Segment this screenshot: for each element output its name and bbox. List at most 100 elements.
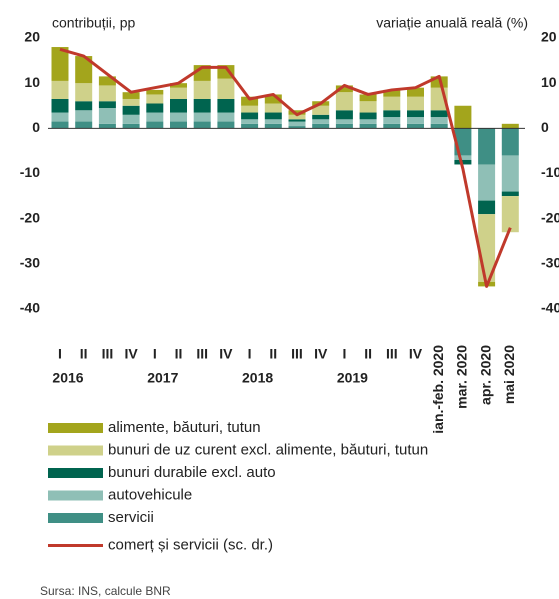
bar-segment [335, 119, 353, 124]
x-tick-label: II [175, 346, 183, 362]
bar-segment [264, 94, 282, 104]
x-tick-label: II [80, 346, 88, 362]
x-tick-label: III [291, 346, 303, 362]
bar-segment [241, 96, 259, 106]
y-tick-label: -40 [20, 300, 40, 316]
x-group-label: 2019 [337, 370, 368, 386]
bar-segment [193, 80, 211, 99]
x-tick-label: ian.-feb. 2020 [430, 345, 446, 434]
bar-segment [264, 119, 282, 124]
bar-segment [501, 196, 519, 233]
bar-segment [288, 114, 306, 120]
bar-segment [335, 123, 353, 129]
bar-segment [75, 56, 93, 84]
bar-segment [359, 112, 377, 120]
x-tick-label: I [58, 346, 62, 362]
bar-segment [75, 101, 93, 111]
bar-segment [98, 101, 116, 109]
bar-segment [75, 121, 93, 129]
bar-segment [193, 121, 211, 129]
legend-label: bunuri de uz curent excl. alimente, băut… [108, 441, 428, 458]
bar-segment [407, 117, 424, 124]
bar-segment [217, 121, 235, 129]
bar-segment [501, 128, 519, 156]
bar-segment [170, 87, 187, 99]
bar-segment [335, 85, 353, 93]
x-tick-label: mai 2020 [501, 345, 517, 404]
legend-swatch [48, 513, 103, 523]
bar-segment [51, 47, 69, 81]
bar-segment [288, 119, 306, 122]
bar-segment [359, 101, 377, 113]
bar-segment [454, 159, 472, 165]
bar-segment [122, 98, 140, 106]
bar-segment [407, 123, 424, 129]
y2-tick-label: -10 [541, 164, 559, 180]
legend-label: servicii [108, 509, 154, 526]
bar-segment [501, 191, 519, 197]
bar-segment [241, 112, 259, 120]
bar-segment [501, 123, 519, 129]
x-tick-label: IV [124, 346, 138, 362]
bar-segment [430, 123, 448, 129]
bar-segment [51, 121, 69, 129]
bar-segment [170, 112, 187, 122]
bar-segment [288, 110, 306, 115]
bar-segment [193, 98, 211, 113]
y2-tick-label: -40 [541, 300, 559, 316]
bar-segment [75, 83, 93, 102]
x-tick-label: IV [314, 346, 328, 362]
bar-segment [383, 96, 401, 111]
bar-segment [407, 96, 424, 111]
legend-swatch [48, 423, 103, 433]
source: Sursa: INS, calcule BNR [40, 584, 171, 598]
bar-segment [122, 114, 140, 124]
x-tick-label: I [248, 346, 252, 362]
bar-segment [217, 78, 235, 99]
bar-segment [146, 112, 164, 122]
legend-label: autovehicule [108, 486, 192, 503]
bar-segment [217, 112, 235, 122]
bar-segment [359, 94, 377, 102]
y-tick-label: -30 [20, 255, 40, 271]
y2-tick-label: -20 [541, 209, 559, 225]
x-group-label: 2017 [147, 370, 178, 386]
bar-segment [359, 123, 377, 129]
bar-segment [383, 117, 401, 124]
bar-segment [241, 119, 259, 124]
bar-segment [383, 110, 401, 118]
bar-segment [122, 105, 140, 115]
line-series [59, 47, 512, 288]
bar-segment [430, 110, 448, 118]
bar-segment [359, 119, 377, 124]
bar-segment [478, 164, 496, 201]
bar-segment [146, 89, 164, 95]
x-tick-label: III [196, 346, 208, 362]
bar-segment [264, 123, 282, 129]
y2-tick-label: 20 [541, 29, 557, 45]
bar-segment [75, 110, 93, 122]
bar-segment [51, 80, 69, 99]
bar-segment [146, 94, 164, 104]
bar-segment [312, 123, 330, 129]
bar-segment [146, 103, 164, 113]
x-tick-label: III [386, 346, 398, 362]
bar-segment [454, 105, 472, 129]
bar-segment [217, 98, 235, 113]
bar-segment [312, 119, 330, 124]
x-tick-label: II [269, 346, 277, 362]
bar-segment [407, 87, 424, 97]
legend-label: bunuri durabile excl. auto [108, 464, 276, 481]
y2-tick-label: -30 [541, 255, 559, 271]
y-tick-label: 10 [24, 74, 40, 90]
bar-segment [407, 110, 424, 118]
x-tick-label: IV [409, 346, 423, 362]
bar-segment [454, 155, 472, 160]
legend-label: alimente, băuturi, tutun [108, 419, 261, 436]
bar-segment [335, 110, 353, 120]
x-tick-label: III [102, 346, 114, 362]
bar-segment [122, 123, 140, 129]
legend-swatch [48, 468, 103, 478]
